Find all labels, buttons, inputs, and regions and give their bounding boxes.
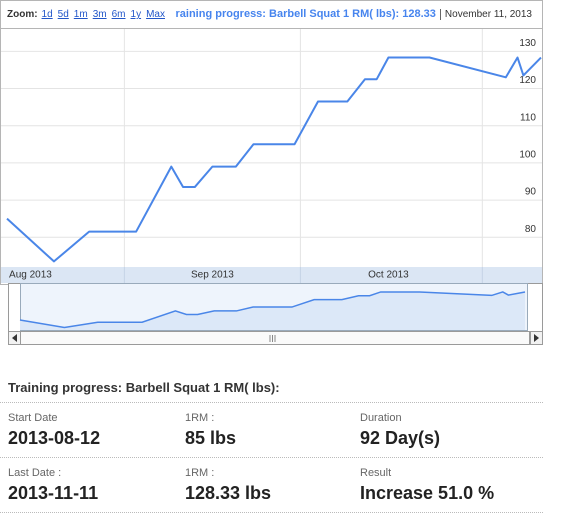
scroll-grip [269, 335, 276, 342]
x-tick-label: Oct 2013 [368, 270, 409, 281]
x-tick-label: Aug 2013 [9, 270, 52, 281]
summary-divider [0, 512, 543, 513]
zoom-option[interactable]: 5d [57, 9, 69, 20]
arrow-right [534, 334, 539, 342]
data-line [6, 56, 542, 263]
legend: Training progress: Barbell Squat 1 RM( l… [169, 1, 532, 28]
stat-value: 2013-08-12 [8, 428, 101, 448]
marks [6, 56, 542, 263]
stat-label: Duration [360, 412, 402, 424]
navigator-line [19, 291, 526, 329]
stat-value: 2013-11-11 [8, 483, 99, 503]
summary-row: Last Date : 2013-11-11 1RM : 128.33 lbs Resu… [0, 457, 543, 513]
summary-row: Start Date 2013-08-12 1RM : 85 lbs Duration 9… [0, 402, 543, 458]
zoom-label: Zoom: [7, 9, 38, 20]
navigator-chart [19, 291, 526, 330]
zoom-option[interactable]: 3m [92, 9, 107, 20]
legend-text: Training progress: Barbell Squat 1 RM( l… [169, 8, 436, 20]
stat-label: Start Date [8, 412, 58, 424]
plot-frame [0, 28, 543, 285]
zoom-option[interactable]: 1y [130, 9, 142, 20]
zoom-option[interactable]: 6m [111, 9, 126, 20]
navigator-area [20, 291, 525, 330]
stat-label: 1RM : [185, 467, 215, 479]
y-tick-label: 130 [519, 38, 536, 49]
y-tick-label: 110 [520, 112, 536, 123]
zoom-option[interactable]: 1m [73, 9, 88, 20]
stat-value: 92 Day(s) [360, 428, 441, 448]
stat-label: 1RM : [185, 412, 215, 424]
stat-value: 85 lbs [185, 428, 237, 448]
stat-value: Increase 51.0 % [360, 483, 495, 503]
grid: 80 90 100 110 120 130 Aug 2013 Sep 2013 Oct 2013 [1, 29, 542, 283]
stat-value: 128.33 lbs [185, 483, 272, 503]
legend-date: November 11, 2013 [439, 9, 532, 20]
chart-header: Zoom: 1d 5d 1m 3m 6m 1y Max Training progress: … [0, 0, 543, 29]
stat-label: Last Date : [8, 467, 62, 479]
zoom-controls: Zoom: 1d 5d 1m 3m 6m 1y Max [1, 1, 176, 28]
y-tick-label: 80 [525, 224, 537, 235]
y-tick-label: 90 [525, 187, 537, 198]
y-tick-label: 120 [519, 75, 536, 86]
arrow-left [12, 334, 17, 342]
y-tick-label: 100 [519, 150, 536, 161]
zoom-option[interactable]: Max [146, 9, 165, 20]
summary-title: Training progress: Barbell Squat 1 RM( l… [8, 380, 280, 395]
x-tick-label: Sep 2013 [191, 270, 234, 281]
stat-label: Result [360, 467, 392, 479]
x-axis-band [1, 267, 542, 283]
zoom-option[interactable]: 1d [41, 9, 53, 20]
chart: 80 90 100 110 120 130 Aug 2013 Sep 2013 Oct 2013 [0, 28, 543, 345]
